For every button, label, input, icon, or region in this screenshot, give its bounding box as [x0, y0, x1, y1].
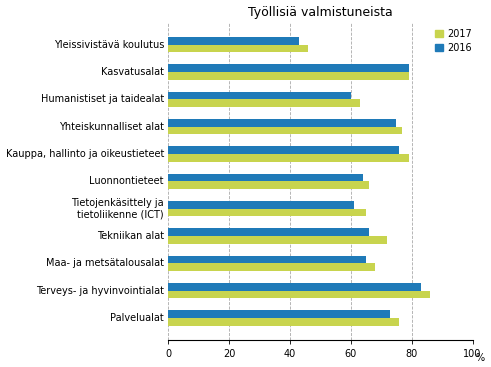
Bar: [168, 146, 400, 154]
Bar: [168, 264, 375, 271]
Bar: [168, 310, 390, 318]
Bar: [168, 64, 409, 72]
Bar: [168, 283, 421, 291]
Bar: [168, 37, 299, 45]
Bar: [168, 99, 360, 107]
Bar: [168, 119, 396, 127]
Bar: [168, 154, 409, 161]
Legend: 2017, 2016: 2017, 2016: [434, 28, 474, 55]
Bar: [168, 201, 354, 209]
Bar: [168, 318, 400, 326]
Bar: [168, 45, 308, 52]
Bar: [168, 72, 409, 80]
Bar: [168, 181, 369, 189]
Bar: [168, 228, 369, 236]
Bar: [168, 92, 351, 99]
Bar: [168, 291, 430, 298]
Title: Työllisiä valmistuneista: Työllisiä valmistuneista: [248, 6, 393, 19]
Bar: [168, 174, 363, 181]
Bar: [168, 236, 387, 244]
Bar: [168, 256, 366, 264]
Bar: [168, 209, 366, 216]
Bar: [168, 127, 403, 134]
Text: %: %: [476, 353, 485, 363]
